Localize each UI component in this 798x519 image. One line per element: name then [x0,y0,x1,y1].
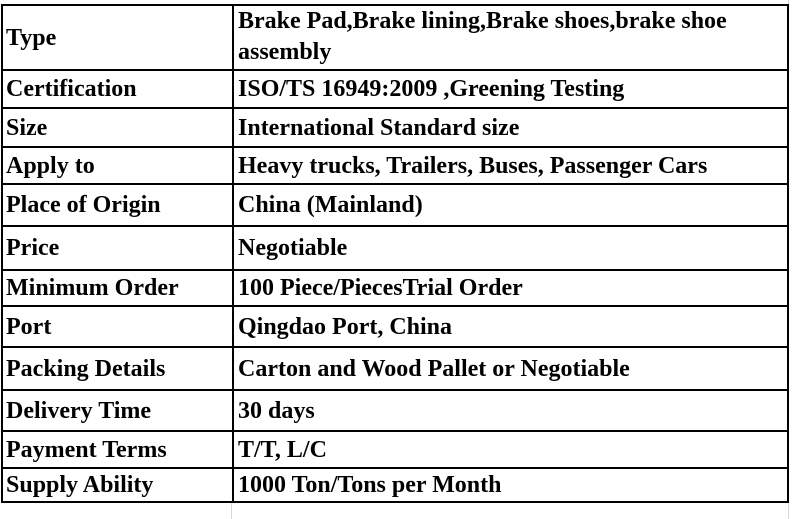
row-value: Brake Pad,Brake lining,Brake shoes,brake… [232,4,789,71]
row-value: 30 days [232,389,789,432]
gridline [231,501,232,519]
table-row: Minimum Order 100 Piece/PiecesTrial Order [1,269,789,307]
product-spec-table: Type Brake Pad,Brake lining,Brake shoes,b… [1,4,789,503]
row-label: Place of Origin [1,183,234,227]
gridline [788,0,789,519]
row-value: Heavy trucks, Trailers, Buses, Passenger… [232,146,789,185]
table-row: Payment Terms T/T, L/C [1,430,789,469]
table-row: Apply to Heavy trucks, Trailers, Buses, P… [1,146,789,185]
row-value: International Standard size [232,107,789,148]
row-label: Delivery Time [1,389,234,432]
row-label: Port [1,305,234,348]
table-row: Delivery Time 30 days [1,389,789,432]
row-label: Certification [1,69,234,109]
table-row: Size International Standard size [1,107,789,148]
row-label: Size [1,107,234,148]
row-label: Price [1,225,234,271]
row-value: T/T, L/C [232,430,789,469]
row-value: Qingdao Port, China [232,305,789,348]
row-value: China (Mainland) [232,183,789,227]
table-row: Port Qingdao Port, China [1,305,789,348]
row-value: ISO/TS 16949:2009 ,Greening Testing [232,69,789,109]
row-label: Minimum Order [1,269,234,307]
table-row: Place of Origin China (Mainland) [1,183,789,227]
row-label: Type [1,4,234,71]
table-row: Supply Ability 1000 Ton/Tons per Month [1,467,789,503]
table-row: Certification ISO/TS 16949:2009 ,Greening… [1,69,789,109]
row-label: Packing Details [1,346,234,391]
table-row: Price Negotiable [1,225,789,271]
row-value: 1000 Ton/Tons per Month [232,467,789,503]
row-value: Negotiable [232,225,789,271]
row-label: Apply to [1,146,234,185]
row-label: Supply Ability [1,467,234,503]
table-row: Type Brake Pad,Brake lining,Brake shoes,b… [1,4,789,71]
table-row: Packing Details Carton and Wood Pallet or… [1,346,789,391]
row-value: 100 Piece/PiecesTrial Order [232,269,789,307]
row-value: Carton and Wood Pallet or Negotiable [232,346,789,391]
row-label: Payment Terms [1,430,234,469]
